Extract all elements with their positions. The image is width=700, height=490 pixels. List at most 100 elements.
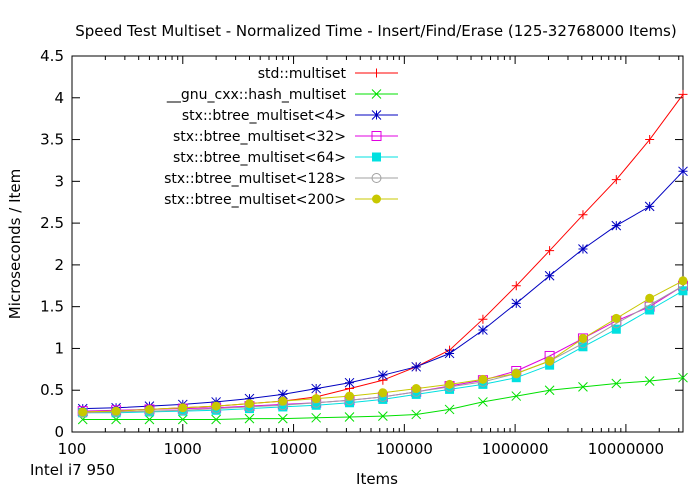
legend-label: stx::btree_multiset<4> xyxy=(182,108,346,124)
cpu-label: Intel i7 950 xyxy=(30,461,115,479)
data-point xyxy=(545,246,555,256)
data-point xyxy=(278,396,288,406)
data-point xyxy=(678,166,688,177)
data-point xyxy=(78,407,88,417)
data-point xyxy=(678,286,688,296)
legend-marker xyxy=(372,194,381,204)
legend-entry: stx::btree_multiset<200> xyxy=(164,192,398,208)
data-point xyxy=(644,376,655,386)
x-tick-label: 1000 xyxy=(164,440,202,458)
data-point xyxy=(478,374,488,384)
data-point xyxy=(345,391,355,401)
legend-entry: std::multiset xyxy=(258,66,398,82)
data-point xyxy=(645,135,655,145)
data-point xyxy=(578,333,588,343)
legend-label: stx::btree_multiset<32> xyxy=(173,129,346,145)
data-point xyxy=(345,398,355,408)
data-point xyxy=(111,406,121,416)
data-point xyxy=(478,379,488,389)
x-tick-label: 1000000 xyxy=(482,440,549,458)
data-point xyxy=(311,400,321,410)
data-point xyxy=(378,394,388,404)
data-point xyxy=(445,379,455,389)
x-tick-label: 10000000 xyxy=(588,440,664,458)
y-tick-label: 4 xyxy=(54,89,64,107)
data-point xyxy=(444,404,455,415)
legend-label: std::multiset xyxy=(258,66,347,82)
y-tick-label: 1.5 xyxy=(40,298,64,316)
y-tick-label: 3.5 xyxy=(40,131,64,149)
data-point xyxy=(311,412,322,423)
legend-label: stx::btree_multiset<200> xyxy=(164,192,346,208)
data-point xyxy=(178,403,188,413)
legend-marker xyxy=(372,68,381,78)
data-point xyxy=(378,411,388,421)
data-point xyxy=(344,412,355,422)
y-tick-label: 4.5 xyxy=(40,47,64,65)
data-point xyxy=(578,382,588,392)
y-tick-label: 2.5 xyxy=(40,214,64,232)
legend-entry: stx::btree_multiset<4> xyxy=(182,108,398,124)
legend-marker xyxy=(371,173,382,183)
x-tick-label: 100000 xyxy=(376,440,433,458)
data-point xyxy=(211,401,221,411)
data-point xyxy=(378,370,388,381)
data-point xyxy=(177,414,188,425)
data-point xyxy=(611,378,622,389)
legend-entry: stx::btree_multiset<128> xyxy=(164,171,398,187)
data-point xyxy=(344,377,355,388)
data-point xyxy=(611,220,622,231)
data-point xyxy=(277,389,288,400)
data-point xyxy=(678,276,688,286)
data-point xyxy=(144,414,155,425)
series-4 xyxy=(78,286,688,418)
data-point xyxy=(511,281,521,291)
data-point xyxy=(511,391,522,401)
data-point xyxy=(511,369,521,379)
legend-label: __gnu_cxx::hash_multiset xyxy=(166,87,347,103)
legend-entry: stx::btree_multiset<32> xyxy=(173,129,398,145)
legend-marker xyxy=(371,89,382,99)
x-tick-label: 10000 xyxy=(270,440,318,458)
data-point xyxy=(144,404,154,414)
legend-entry: stx::btree_multiset<64> xyxy=(173,150,398,166)
data-point xyxy=(611,313,621,323)
data-point xyxy=(244,393,255,404)
data-point xyxy=(411,384,421,394)
y-tick-label: 0.5 xyxy=(40,381,64,399)
data-point xyxy=(478,314,488,324)
data-point xyxy=(411,361,422,372)
data-point xyxy=(645,293,655,303)
legend-label: stx::btree_multiset<64> xyxy=(173,150,346,166)
data-point xyxy=(311,394,321,404)
data-point xyxy=(311,383,322,394)
data-point xyxy=(644,201,655,212)
data-point xyxy=(211,414,221,425)
y-axis-title: Microseconds / Item xyxy=(6,169,24,319)
data-point xyxy=(478,325,488,335)
data-point xyxy=(678,89,688,99)
data-point xyxy=(411,389,421,399)
x-tick-label: 100 xyxy=(58,440,87,458)
data-point xyxy=(378,388,388,398)
plot-frame xyxy=(71,55,684,433)
x-axis-title: Items xyxy=(356,470,398,488)
legend-marker xyxy=(371,131,382,141)
data-point xyxy=(411,409,422,420)
data-point xyxy=(611,175,621,185)
y-tick-label: 1 xyxy=(54,339,64,357)
data-point xyxy=(244,413,255,424)
data-point xyxy=(511,298,522,309)
data-point xyxy=(578,210,588,220)
data-point xyxy=(578,342,588,352)
data-point xyxy=(544,385,555,396)
y-tick-label: 2 xyxy=(54,256,64,274)
data-point xyxy=(544,270,555,281)
data-point xyxy=(678,372,688,383)
y-tick-label: 3 xyxy=(54,172,64,190)
legend-marker xyxy=(372,152,381,162)
legend-marker xyxy=(371,110,382,120)
series-0 xyxy=(78,89,688,418)
data-point xyxy=(445,384,455,394)
